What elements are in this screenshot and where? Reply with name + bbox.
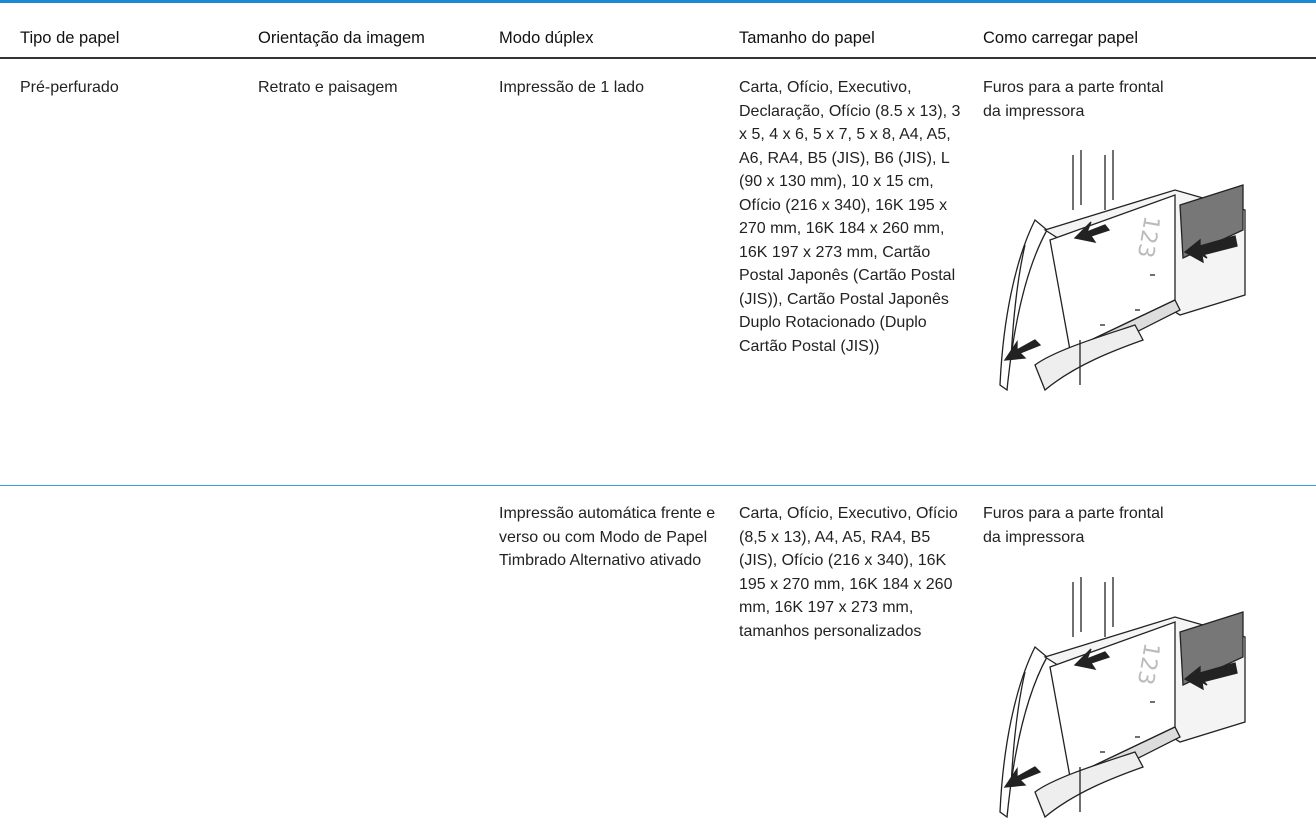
loading-illustration: 123 <box>999 150 1246 391</box>
column-header: Como carregar papel <box>983 29 1138 47</box>
paper-type: Pré-perfurado <box>20 79 119 96</box>
column-header: Orientação da imagem <box>258 29 425 47</box>
loading-illustration: 123 <box>999 577 1246 818</box>
column-header: Tamanho do papel <box>739 29 875 47</box>
column-header: Tipo de papel <box>20 29 120 47</box>
header-rule <box>0 57 1316 59</box>
column-header: Modo dúplex <box>499 29 594 47</box>
row-rule <box>0 485 1316 486</box>
duplex-mode: Impressão automática frente e verso ou c… <box>499 505 716 569</box>
paper-sizes: Carta, Ofício, Executivo, Ofício (8,5 x … <box>739 505 958 640</box>
paper-sizes: Carta, Ofício, Executivo, Declaração, Of… <box>739 79 961 355</box>
top-rule <box>0 0 1316 3</box>
loading-instructions: Furos para a parte frontal da impressora <box>983 505 1164 546</box>
orientation: Retrato e paisagem <box>258 79 398 96</box>
loading-instructions: Furos para a parte frontal da impressora <box>983 79 1164 120</box>
duplex-mode: Impressão de 1 lado <box>499 79 644 96</box>
